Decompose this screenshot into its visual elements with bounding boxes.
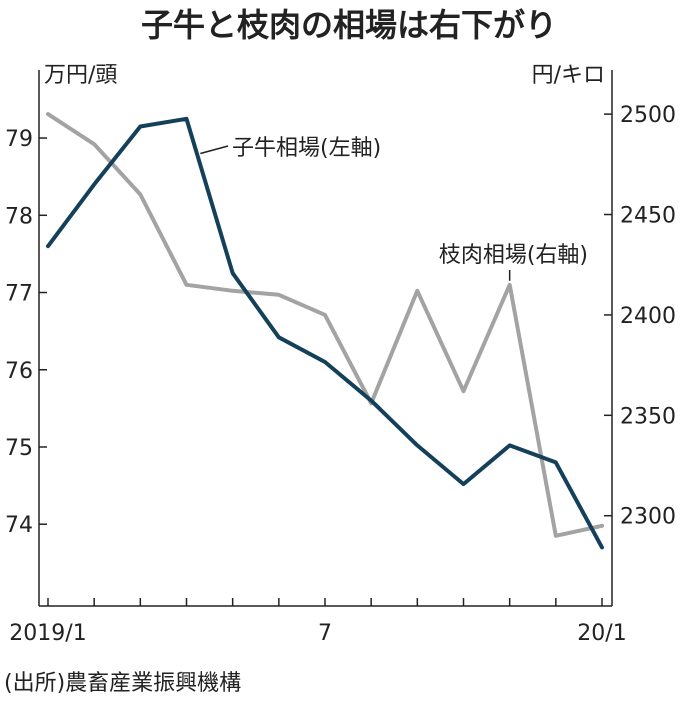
chart-title: 子牛と枝肉の相場は右下がり	[141, 6, 557, 44]
x-tick-label: 20/1	[577, 621, 626, 646]
left-tick-label: 78	[5, 204, 33, 229]
calf-price-line	[46, 116, 604, 550]
right-axis-unit: 円/キロ	[532, 63, 605, 88]
left-tick-label: 75	[5, 436, 33, 461]
series-labels: 子牛相場(左軸) 枝肉相場(右軸)	[200, 136, 588, 281]
x-tick-label: 7	[318, 621, 332, 646]
calf-label-leader	[200, 145, 229, 155]
left-tick-label: 77	[5, 282, 33, 307]
right-tick-label: 2300	[620, 505, 676, 530]
x-tick-label: 2019/1	[9, 621, 86, 646]
left-axis-ticks: 74 75 76 77 78 79	[5, 127, 47, 538]
left-axis-unit: 万円/頭	[44, 63, 117, 88]
right-tick-label: 2500	[620, 103, 676, 128]
calf-series-label: 子牛相場(左軸)	[232, 136, 381, 161]
left-tick-label: 74	[5, 513, 33, 538]
carcass-price-line	[46, 112, 604, 538]
left-tick-label: 76	[5, 359, 33, 384]
right-tick-label: 2450	[620, 204, 676, 229]
right-tick-label: 2350	[620, 404, 676, 429]
x-axis-ticks: 2019/1 7 20/1	[9, 598, 627, 646]
source-note: (出所)農畜産業振興機構	[4, 671, 241, 696]
left-tick-label: 79	[5, 127, 33, 152]
right-tick-label: 2400	[620, 304, 676, 329]
carcass-series-label: 枝肉相場(右軸)	[439, 243, 588, 268]
series-layer	[46, 112, 604, 550]
right-axis-ticks: 2300 2350 2400 2450 2500	[604, 103, 676, 530]
